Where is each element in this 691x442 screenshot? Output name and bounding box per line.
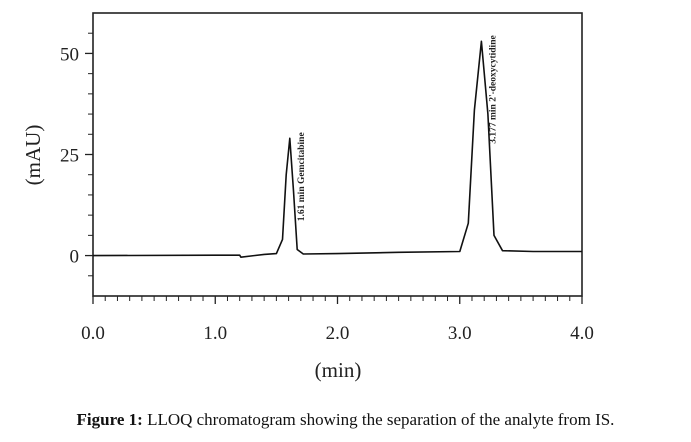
trace-layer xyxy=(92,40,582,259)
x-tick-label: 1.0 xyxy=(203,323,227,344)
peak-label-0: 1.61 min Gemcitabine xyxy=(297,132,307,221)
y-tick-label: 25 xyxy=(60,146,79,167)
x-tick-label: 3.0 xyxy=(448,323,472,344)
x-axis: 0.0 1.0 2.0 3.0 4.0 xyxy=(81,296,594,344)
x-axis-title: (min) xyxy=(315,358,362,382)
chromatogram-trace-0 xyxy=(92,40,582,259)
y-tick-label: 50 xyxy=(60,44,79,65)
peak-annotations: 1.61 min Gemcitabine 3.177 min 2'-deoxycy… xyxy=(297,35,499,221)
caption-label: Figure 1: xyxy=(76,410,143,429)
y-axis-title: (mAU) xyxy=(21,125,45,186)
x-tick-label: 2.0 xyxy=(326,323,350,344)
x-tick-label: 0.0 xyxy=(81,323,105,344)
x-tick-label: 4.0 xyxy=(570,323,594,344)
caption-text: LLOQ chromatogram showing the separation… xyxy=(142,410,615,429)
chromatogram-chart: 0.0 1.0 2.0 3.0 4.0 0 25 50 1.61 min Gemcitabi… xyxy=(21,12,594,382)
y-axis: 0 25 50 xyxy=(60,32,93,277)
figure-caption: Figure 1: LLOQ chromatogram showing the … xyxy=(0,410,691,430)
y-tick-label: 0 xyxy=(70,247,80,268)
peak-label-1: 3.177 min 2'-deoxycytidine xyxy=(488,35,498,143)
